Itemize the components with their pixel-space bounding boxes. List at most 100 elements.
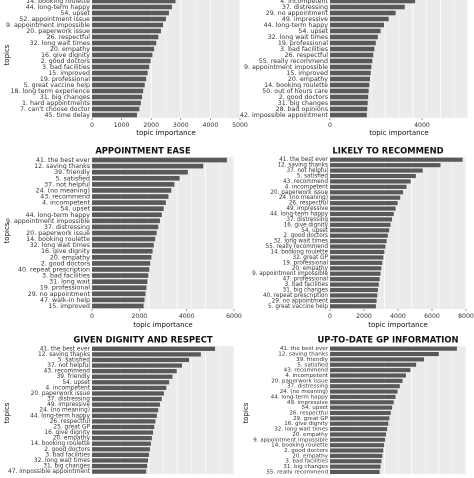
category-label: 45. time delay (45, 112, 91, 119)
bar (92, 23, 163, 28)
bar (330, 272, 380, 276)
bar (92, 273, 148, 278)
bar (92, 65, 149, 70)
bar (330, 283, 379, 287)
chart-title: LIKELY TO RECOMMEND (332, 146, 443, 156)
category-label: 15. improved (48, 303, 90, 310)
bar (330, 223, 391, 227)
category-label: 5. great vaccine help (268, 304, 328, 310)
bar (92, 95, 142, 100)
x-tick-label: 0 (90, 122, 94, 129)
bar (330, 89, 369, 94)
category-label: 55. really recommend (266, 469, 328, 474)
bar (92, 47, 154, 52)
bar (92, 249, 153, 254)
bar (330, 212, 394, 216)
bar (330, 245, 385, 249)
bar (92, 304, 144, 309)
bar (330, 59, 372, 64)
bar (330, 65, 371, 70)
chart-title: GIVEN DIGNITY AND RESPECT (73, 335, 212, 345)
bar (330, 41, 376, 46)
bar (330, 179, 411, 183)
bar (92, 375, 172, 379)
bar (92, 291, 145, 296)
bar (92, 89, 143, 94)
bar (92, 397, 162, 401)
bar (92, 77, 146, 82)
bar (330, 250, 384, 254)
bar (330, 107, 367, 112)
category-label: 42. impossible appointment (240, 112, 329, 119)
bar (92, 352, 201, 356)
bar (330, 0, 415, 3)
bar (92, 231, 157, 236)
bar (330, 411, 391, 415)
bar (330, 239, 387, 243)
bar (92, 363, 182, 367)
bar (330, 169, 423, 173)
bar (92, 29, 161, 34)
bar (330, 406, 392, 410)
bar (330, 304, 376, 308)
bar (92, 237, 155, 242)
bar (330, 71, 371, 76)
bar (330, 23, 384, 28)
bar (330, 11, 396, 16)
category-label: 47. impossible appointment (8, 469, 91, 474)
x-tick-label: 4000 (414, 122, 430, 129)
bar (330, 357, 424, 361)
bar (92, 261, 150, 266)
bar (330, 17, 389, 22)
bar (92, 101, 141, 106)
bar (92, 170, 188, 175)
bar (92, 5, 172, 10)
bar (92, 182, 174, 187)
bar (330, 77, 370, 82)
bar (92, 408, 158, 412)
x-tick-label: 3000 (173, 122, 189, 129)
bar (92, 358, 189, 362)
bar (92, 158, 227, 163)
bar (330, 261, 382, 265)
bar (92, 176, 180, 181)
x-tick-label: 2000 (356, 313, 372, 320)
bar (330, 95, 368, 100)
bar (92, 206, 164, 211)
bar (330, 470, 380, 474)
bar (92, 194, 168, 199)
bar (330, 293, 377, 297)
bar (92, 83, 145, 88)
chart-title: UP-TO-DATE GP INFORMATION (317, 335, 458, 345)
bar (92, 107, 139, 112)
bar (92, 53, 152, 58)
bar (330, 368, 410, 372)
x-tick-label: 6000 (226, 313, 242, 320)
bar (92, 430, 153, 434)
bar (92, 442, 151, 446)
bar (330, 454, 382, 458)
x-tick-label: 0 (328, 313, 332, 320)
bar (330, 266, 381, 270)
bar (92, 369, 177, 373)
bar (330, 234, 388, 238)
bar (330, 185, 407, 189)
x-axis-label: topic importance (369, 129, 428, 137)
chart-panel-6: 41. the best ever12. saving thanks39. fr… (242, 335, 466, 475)
bar (92, 414, 157, 418)
y-axis-label: topics (242, 402, 250, 423)
bar (330, 196, 400, 200)
bar (330, 190, 403, 194)
bar (92, 279, 147, 284)
x-tick-label: 0 (90, 313, 94, 320)
bar (92, 200, 166, 205)
chart-panel-4: 41. the best ever12. saving thanks37. no… (252, 146, 474, 330)
bar (330, 395, 396, 399)
bar (330, 29, 381, 34)
bar (330, 53, 373, 58)
bar (330, 347, 457, 351)
bar (330, 438, 385, 442)
bar (92, 285, 146, 290)
bar (330, 113, 367, 118)
bar (330, 47, 374, 52)
